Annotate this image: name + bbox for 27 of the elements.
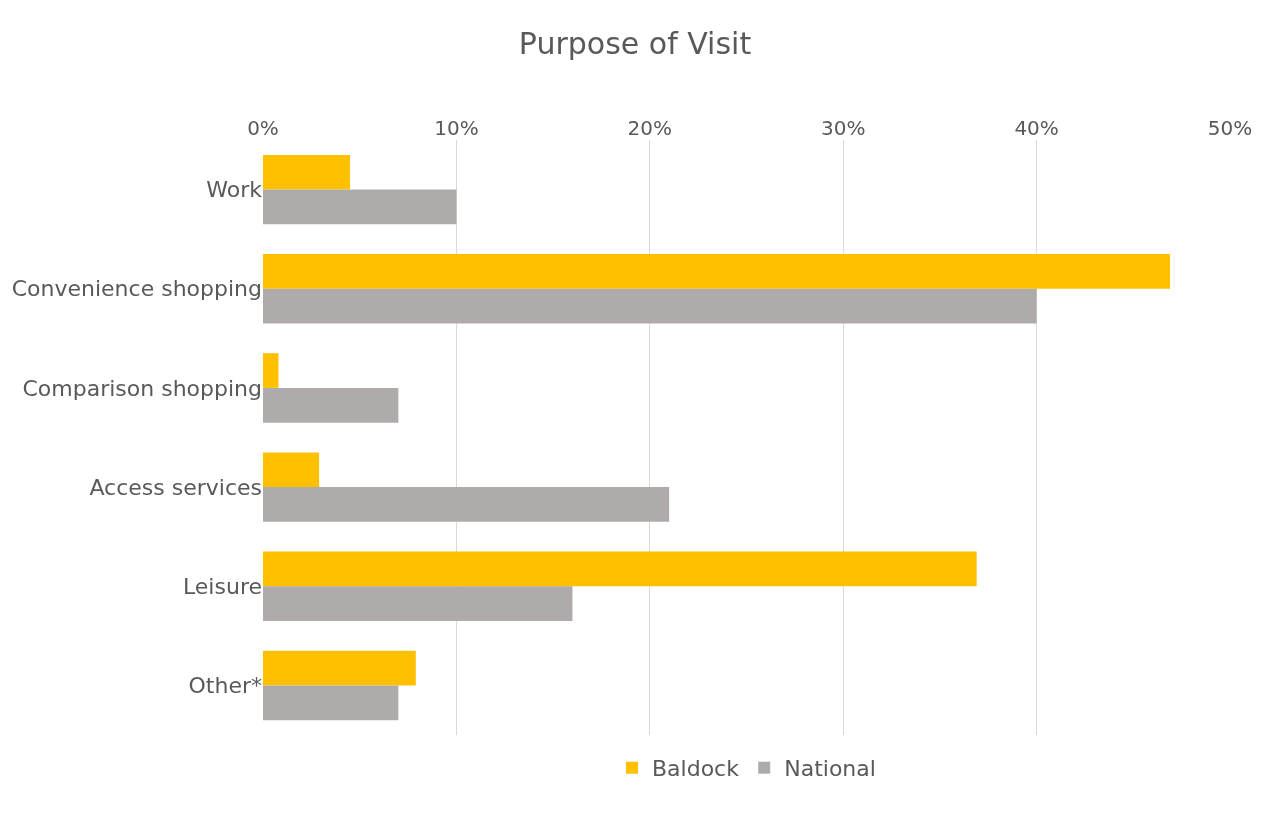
bar xyxy=(263,189,457,225)
x-tick-label: 40% xyxy=(1014,116,1059,140)
bar xyxy=(263,487,670,522)
bar xyxy=(263,154,351,190)
bar xyxy=(263,551,977,587)
x-tick-label: 0% xyxy=(247,116,279,140)
y-tick-label: Comparison shopping xyxy=(22,375,262,401)
bar xyxy=(263,254,1171,289)
legend-label: Baldock xyxy=(652,756,740,782)
x-tick-label: 30% xyxy=(820,116,866,140)
x-tick-label: 50% xyxy=(1207,116,1253,140)
bar xyxy=(263,650,416,686)
y-tick-label: Leisure xyxy=(182,573,262,599)
bar xyxy=(263,685,399,721)
bar xyxy=(263,353,279,388)
bar xyxy=(263,586,573,621)
x-tick-label: 10% xyxy=(434,116,479,140)
bar xyxy=(263,387,399,423)
y-tick-label: Convenience shopping xyxy=(11,276,262,302)
bar xyxy=(263,452,320,488)
y-tick-label: Work xyxy=(206,177,263,203)
bar xyxy=(263,288,1037,324)
x-tick-label: 20% xyxy=(627,116,673,140)
legend-label: National xyxy=(784,756,876,782)
chart-title: Purpose of Visit xyxy=(518,26,752,61)
y-tick-label: Access services xyxy=(89,474,262,500)
y-tick-label: Other* xyxy=(188,673,262,699)
